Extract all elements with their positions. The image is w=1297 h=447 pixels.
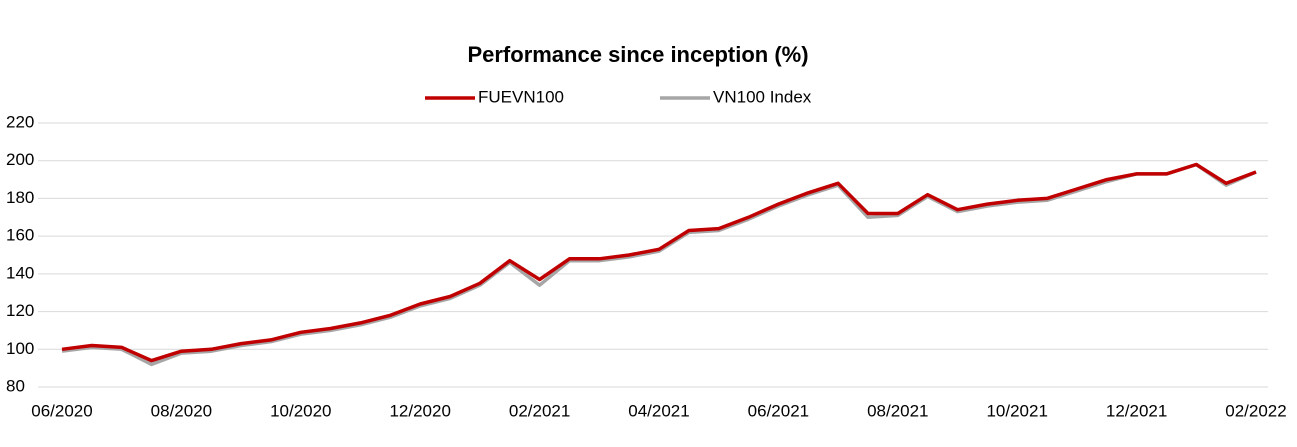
legend-label: VN100 Index	[713, 87, 812, 106]
x-tick-label: 06/2020	[31, 401, 92, 420]
x-tick-label: 02/2021	[509, 401, 570, 420]
series-line	[61, 162, 1257, 367]
y-tick-label: 160	[6, 226, 34, 245]
x-tick-label: 10/2020	[270, 401, 331, 420]
chart-title: Performance since inception (%)	[467, 42, 808, 67]
y-tick-label: 80	[6, 376, 25, 395]
x-tick-label: 02/2022	[1225, 401, 1286, 420]
y-tick-label: 200	[6, 150, 34, 169]
x-tick-label: 08/2021	[867, 401, 928, 420]
y-tick-label: 100	[6, 339, 34, 358]
series-line	[61, 162, 1257, 363]
x-tick-label: 12/2021	[1106, 401, 1167, 420]
x-tick-label: 08/2020	[151, 401, 212, 420]
x-tick-label: 12/2020	[389, 401, 450, 420]
legend-label: FUEVN100	[478, 87, 564, 106]
y-tick-label: 120	[6, 301, 34, 320]
x-tick-label: 06/2021	[748, 401, 809, 420]
y-tick-label: 180	[6, 188, 34, 207]
x-tick-label: 04/2021	[628, 401, 689, 420]
x-tick-label: 10/2021	[986, 401, 1047, 420]
y-tick-label: 220	[6, 112, 34, 131]
y-tick-label: 140	[6, 263, 34, 282]
